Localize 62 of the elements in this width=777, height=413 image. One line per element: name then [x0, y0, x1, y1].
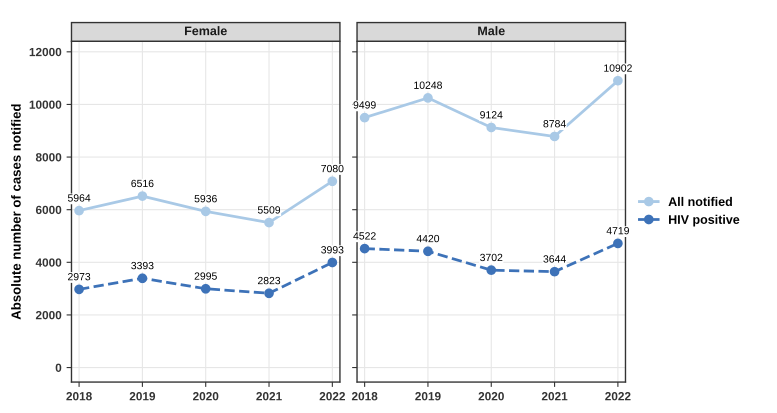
point — [74, 284, 84, 294]
point — [74, 206, 84, 216]
data-label: 3993 — [321, 246, 344, 254]
data-label: 2995 — [194, 272, 217, 280]
x-tick-label: 2018 — [352, 392, 378, 400]
point — [486, 122, 496, 132]
data-label: 9124 — [480, 111, 503, 118]
legend-label: HIV positive — [669, 214, 740, 226]
data-label: 9499 — [354, 101, 376, 109]
x-tick-label: 2019 — [130, 392, 156, 400]
legend-label: All notified — [668, 196, 732, 206]
data-label: 10248 — [414, 82, 442, 89]
point — [200, 206, 211, 216]
data-label: 5509 — [258, 206, 280, 214]
data-label: 3644 — [543, 255, 566, 263]
data-label: 2823 — [258, 276, 280, 284]
point — [200, 284, 211, 294]
point — [264, 218, 274, 228]
point — [138, 191, 148, 201]
data-label: 6516 — [131, 180, 154, 188]
data-label: 3393 — [131, 262, 154, 270]
point — [264, 288, 274, 298]
point — [327, 258, 338, 268]
data-label: 2973 — [68, 272, 90, 280]
y-tick-label: 2000 — [36, 310, 62, 320]
point — [486, 265, 496, 276]
x-tick-label: 2019 — [415, 392, 441, 400]
data-label: 4522 — [353, 232, 376, 240]
x-tick-label: 2021 — [542, 392, 568, 400]
x-tick-label: 2022 — [320, 392, 345, 400]
y-tick-label: 4000 — [36, 258, 62, 267]
point — [613, 238, 623, 248]
y-axis-title: Absolute number of cases notified — [11, 104, 21, 320]
point — [550, 266, 560, 277]
point — [360, 244, 370, 254]
data-label: 3702 — [480, 254, 502, 262]
data-label: 8784 — [543, 120, 566, 128]
point — [138, 273, 148, 284]
point — [327, 176, 338, 186]
data-label: 7080 — [321, 164, 344, 172]
data-label: 10902 — [604, 64, 632, 72]
data-label: 4719 — [606, 227, 629, 234]
point — [613, 76, 623, 86]
x-tick-label: 2022 — [605, 392, 631, 400]
chart-title: Male — [478, 26, 505, 36]
data-label: 5964 — [68, 194, 90, 202]
y-tick-label: 8000 — [36, 153, 62, 162]
point — [423, 93, 433, 103]
x-tick-label: 2021 — [256, 392, 282, 400]
y-tick-label: 10000 — [30, 100, 62, 109]
x-tick-label: 2018 — [66, 392, 92, 400]
data-label: 4420 — [416, 234, 440, 242]
x-tick-label: 2020 — [478, 392, 504, 400]
chart-title: Female — [185, 26, 227, 36]
x-tick-label: 2020 — [192, 392, 218, 400]
point — [550, 132, 560, 142]
y-tick-label: 0 — [56, 364, 62, 372]
y-tick-label: 12000 — [30, 48, 62, 56]
y-tick-label: 6000 — [36, 206, 62, 214]
data-label: 5936 — [194, 194, 217, 202]
point — [360, 112, 370, 122]
point — [423, 246, 433, 256]
